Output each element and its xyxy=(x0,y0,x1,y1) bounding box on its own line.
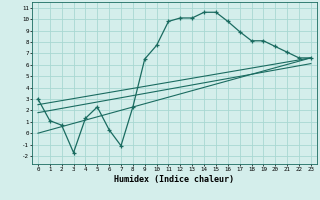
X-axis label: Humidex (Indice chaleur): Humidex (Indice chaleur) xyxy=(115,175,234,184)
